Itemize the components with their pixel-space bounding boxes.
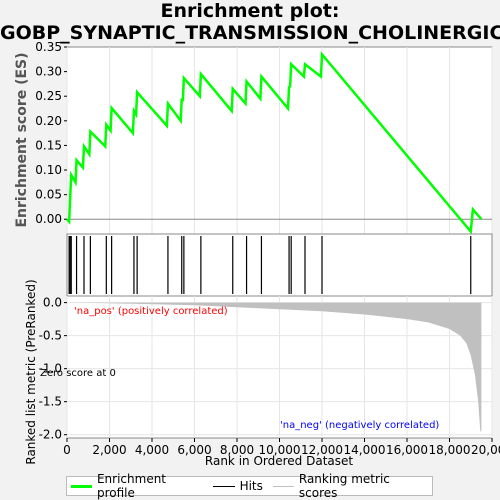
- zero-label: Zero score at 0: [40, 368, 116, 379]
- legend-item-metric: Ranking metric scores: [272, 472, 426, 500]
- metric-ytick-label: -0.5: [39, 329, 62, 343]
- metric-ylabel: Ranked list metric (PreRanked): [24, 279, 38, 464]
- chart-title-line1: Enrichment plot:: [160, 0, 340, 22]
- x-tick-label: 6,000: [177, 443, 211, 457]
- x-tick-label: 4,000: [135, 443, 169, 457]
- x-tick-label: 8,000: [220, 443, 254, 457]
- metric-ytick-label: -1.5: [39, 395, 62, 409]
- legend-item-hits: Hits: [212, 479, 263, 493]
- legend-swatch-metric: [272, 485, 294, 487]
- x-tick-label: 20,000: [471, 443, 500, 457]
- hits-panel: [66, 233, 493, 297]
- metric-yticks: 0.0 -0.5 -1.0 -1.5 -2.0: [39, 296, 67, 442]
- x-tick-label: 2,000: [92, 443, 126, 457]
- neg-label: 'na_neg' (negatively correlated): [280, 420, 439, 431]
- es-ytick-label: 0.05: [35, 188, 62, 202]
- x-tick-label: 0: [63, 443, 71, 457]
- x-tick-label: 16,000: [386, 443, 428, 457]
- es-line: [66, 51, 483, 235]
- es-ytick-label: 0.30: [35, 65, 62, 79]
- x-tick-label: 12,000: [301, 443, 343, 457]
- es-ytick-label: 0.20: [35, 114, 62, 128]
- es-ylabel: Enrichment score (ES): [14, 52, 30, 227]
- x-tick-label: 14,000: [344, 443, 386, 457]
- es-yticks: 0.00 0.05 0.10 0.15 0.20 0.25 0.30 0.35: [35, 40, 67, 226]
- metric-ytick-label: -2.0: [39, 428, 62, 442]
- chart-title-line2: GOBP_SYNAPTIC_TRANSMISSION_CHOLINERGIC: [0, 22, 500, 44]
- metric-area: [67, 302, 482, 432]
- chart-title: Enrichment plot: GOBP_SYNAPTIC_TRANSMISS…: [0, 0, 500, 44]
- es-ytick-label: 0.15: [35, 138, 62, 152]
- hit-marks: [68, 236, 472, 294]
- legend-item-es: Enrichment profile: [71, 472, 203, 500]
- x-ticks: 0 2,000 4,000 6,000 8,000 10,000 12,000 14,000 1…: [63, 438, 500, 457]
- legend-swatch-hits: [212, 485, 235, 487]
- pos-label: 'na_pos' (positively correlated): [74, 306, 228, 317]
- x-tick-label: 10,000: [259, 443, 301, 457]
- metric-ytick-label: 0.0: [43, 296, 62, 310]
- es-ytick-label: 0.10: [35, 163, 62, 177]
- metric-ytick-label: -1.0: [39, 362, 62, 376]
- es-ytick-label: 0.00: [35, 212, 62, 226]
- legend-swatch-es: [71, 484, 92, 488]
- legend-label-metric: Ranking metric scores: [298, 472, 390, 500]
- x-axis-label: Rank in Ordered Dataset: [205, 454, 353, 468]
- legend-label-es: Enrichment profile: [96, 472, 167, 500]
- es-ytick-label: 0.35: [35, 40, 62, 54]
- es-ytick-label: 0.25: [35, 89, 62, 103]
- legend-label-hits: Hits: [239, 479, 263, 493]
- legend: Enrichment profile Hits Ranking metric s…: [66, 472, 433, 500]
- x-tick-label: 18,000: [429, 443, 471, 457]
